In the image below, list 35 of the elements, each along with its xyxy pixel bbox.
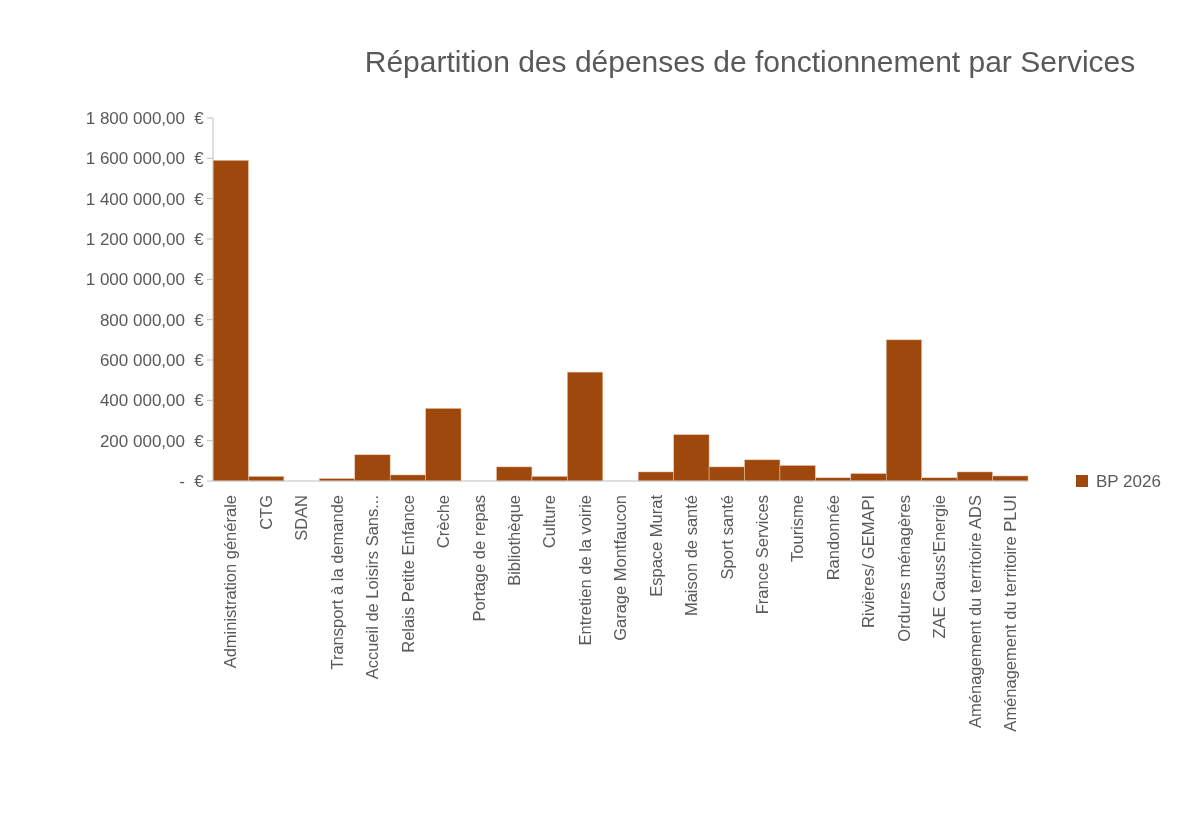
x-tick-label: France Services — [753, 495, 772, 615]
y-tick-label: 1 400 000,00 € — [85, 189, 205, 209]
x-tick-label: Rivières/ GEMAPI — [859, 495, 878, 628]
y-tick-label: - € — [179, 471, 205, 491]
x-tick-label: Transport à la demande — [327, 495, 346, 670]
legend-label: BP 2026 — [1096, 471, 1161, 491]
x-tick-label: Espace Murat — [646, 494, 665, 597]
y-tick-label: 1 800 000,00 € — [85, 108, 205, 128]
x-tick-label: ZAE Causs'Energie — [930, 495, 949, 639]
x-tick-label: Tourisme — [788, 495, 807, 562]
x-tick-label: SDAN — [292, 495, 311, 541]
y-tick-label: 1 600 000,00 € — [85, 149, 205, 169]
x-tick-label: Ordures ménagères — [894, 495, 913, 642]
x-tick-label: Maison de santé — [682, 495, 701, 617]
x-tick-label: Portage de repas — [469, 495, 488, 622]
x-tick-label: CTG — [256, 495, 275, 530]
x-tick-label: Aménagement du territoire ADS — [965, 495, 984, 728]
x-tick-label: Entretien de la voirie — [575, 495, 594, 646]
y-tick-label: 600 000,00 € — [99, 350, 205, 370]
x-tick-label: Sport santé — [717, 495, 736, 580]
x-tick-label: Culture — [540, 495, 559, 549]
x-tick-label: Crèche — [434, 495, 453, 549]
x-tick-label: Bibliothèque — [504, 495, 523, 586]
x-tick-label: Garage Montfaucon — [611, 495, 630, 641]
y-tick-label: 400 000,00 € — [99, 391, 205, 411]
x-tick-label: Administration générale — [221, 495, 240, 669]
x-tick-label: Accueil de Loisirs Sans... — [363, 495, 382, 680]
y-tick-label: 800 000,00 € — [99, 310, 205, 330]
x-tick-label: Aménagement du territoire PLUI — [1001, 495, 1020, 732]
x-tick-label: Relais Petite Enfance — [398, 495, 417, 653]
y-tick-label: 1 200 000,00 € — [85, 229, 205, 249]
y-tick-label: 1 000 000,00 € — [85, 270, 205, 290]
chart-title: Répartition des dépenses de fonctionnement par Services — [364, 45, 1136, 78]
y-tick-label: 200 000,00 € — [99, 431, 205, 451]
x-tick-label: Randonnée — [823, 495, 842, 581]
